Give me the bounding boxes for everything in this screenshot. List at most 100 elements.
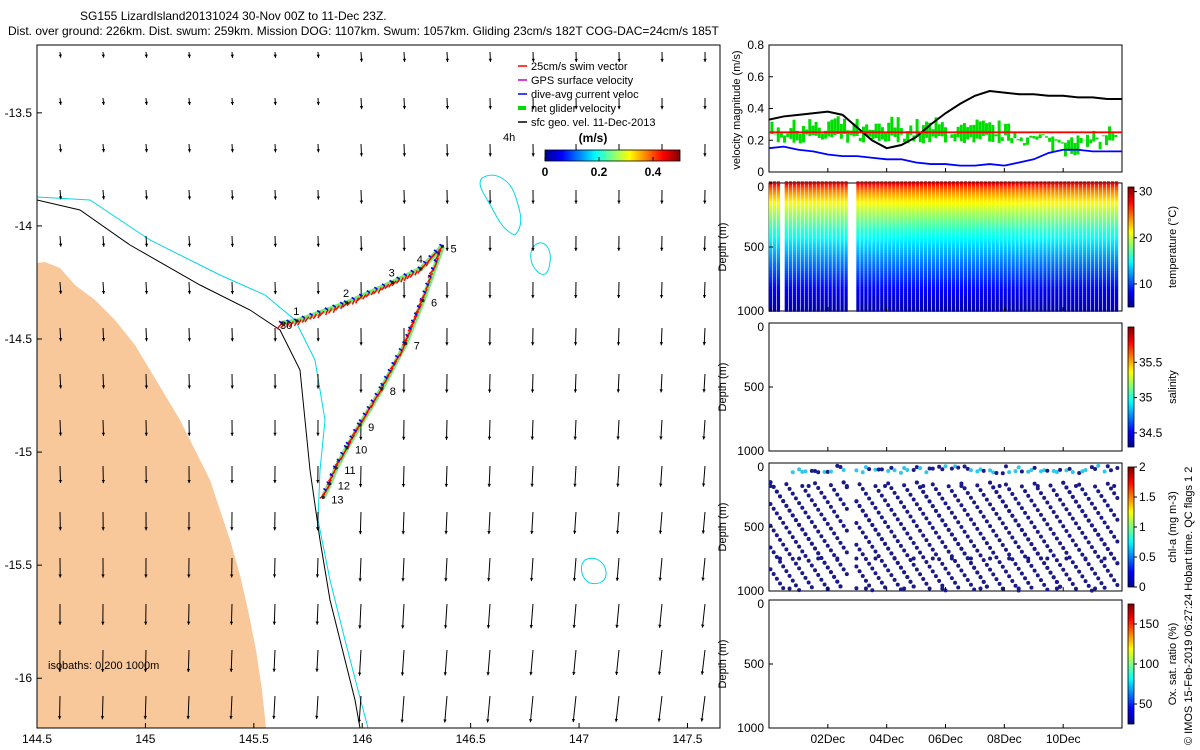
temperature-sample: [995, 220, 999, 225]
geo-vector-head: [488, 58, 492, 62]
temperature-sample: [975, 279, 979, 284]
temperature-sample: [979, 208, 983, 212]
geo-vector-head: [144, 385, 149, 389]
temperature-sample: [804, 262, 808, 266]
temperature-sample: [971, 258, 975, 262]
temperature-sample: [971, 281, 975, 285]
temperature-sample: [860, 208, 864, 212]
temperature-sample: [896, 249, 900, 253]
temperature-sample: [832, 199, 836, 203]
temperature-sample: [876, 256, 880, 260]
temperature-sample: [892, 299, 896, 303]
geo-vector-head: [574, 106, 578, 110]
temperature-sample: [916, 213, 920, 217]
temperature-sample: [963, 301, 967, 305]
temperature-sample: [927, 262, 932, 266]
temperature-sample: [824, 297, 828, 302]
temperature-sample: [864, 181, 868, 185]
temperature-sample: [931, 208, 936, 212]
temperature-sample: [796, 251, 800, 255]
temperature-sample: [776, 303, 781, 307]
temperature-sample: [772, 183, 777, 187]
temperature-sample: [812, 224, 816, 228]
temperature-sample: [768, 201, 773, 205]
temperature-sample: [920, 231, 924, 235]
temperature-sample: [995, 285, 999, 289]
temperature-sample: [812, 227, 816, 232]
temperature-sample: [864, 227, 868, 232]
temperature-sample: [888, 285, 892, 289]
temperature-sample: [824, 253, 828, 257]
temperature-sample: [864, 226, 868, 230]
temperature-sample: [975, 303, 979, 307]
temperature-sample: [963, 287, 967, 291]
temperature-sample: [860, 244, 864, 248]
temperature-sample: [804, 210, 808, 214]
temperature-sample: [872, 181, 876, 185]
temperature-sample: [931, 265, 936, 269]
temperature-sample: [880, 265, 884, 269]
temperature-sample: [959, 206, 964, 210]
temperature-sample: [955, 260, 960, 264]
temperature-sample: [892, 215, 896, 219]
temperature-sample: [904, 190, 908, 194]
temperature-sample: [784, 226, 788, 230]
temperature-sample: [840, 251, 844, 255]
temperature-sample: [995, 233, 999, 237]
geo-vector-head: [402, 436, 406, 440]
temperature-sample: [784, 265, 788, 269]
temperature-sample: [820, 253, 824, 257]
temperature-sample: [788, 224, 792, 228]
temperature-sample: [947, 181, 952, 185]
temperature-sample: [900, 276, 904, 280]
temperature-sample: [991, 199, 995, 203]
temperature-sample: [812, 262, 816, 266]
temperature-sample: [772, 211, 777, 216]
temperature-sample: [967, 285, 971, 289]
temperature-sample: [820, 195, 824, 199]
temperature-sample: [896, 306, 900, 311]
temperature-sample: [820, 181, 824, 185]
temperature-sample: [816, 269, 820, 273]
temperature-sample: [951, 276, 956, 280]
temperature-sample: [939, 190, 944, 194]
temperature-sample: [776, 272, 781, 276]
temperature-sample: [844, 183, 848, 187]
temperature-sample: [856, 279, 860, 284]
temperature-sample: [935, 263, 940, 268]
temperature-sample: [999, 210, 1003, 214]
temperature-sample: [884, 233, 888, 237]
temperature-sample: [999, 245, 1003, 250]
temperature-sample: [860, 245, 864, 250]
temperature-sample: [772, 192, 777, 196]
temperature-sample: [840, 254, 844, 259]
temperature-sample: [999, 283, 1003, 287]
temperature-sample: [828, 267, 832, 271]
temperature-sample: [1003, 265, 1007, 269]
temperature-sample: [920, 267, 924, 271]
temperature-sample: [776, 201, 781, 205]
temperature-sample: [999, 258, 1003, 262]
temperature-sample: [983, 256, 987, 260]
temperature-sample: [931, 197, 936, 201]
geo-vector-head: [703, 106, 707, 110]
temperature-sample: [991, 184, 995, 189]
temperature-sample: [916, 226, 920, 230]
temperature-sample: [792, 301, 796, 305]
temperature-sample: [832, 220, 836, 225]
temperature-sample: [987, 236, 991, 241]
temperature-sample: [888, 226, 892, 230]
temperature-sample: [768, 242, 773, 246]
temperature-sample: [979, 292, 983, 296]
temperature-sample: [912, 222, 916, 226]
temperature-sample: [844, 184, 848, 189]
temperature-sample: [908, 296, 912, 300]
temperature-sample: [995, 206, 999, 210]
temperature-sample: [987, 210, 991, 214]
temperature-sample: [939, 238, 944, 242]
temperature-sample: [920, 245, 924, 250]
temperature-sample: [912, 278, 916, 282]
temperature-sample: [808, 226, 812, 230]
temperature-sample: [800, 258, 804, 262]
geo-vector-head: [486, 625, 491, 629]
